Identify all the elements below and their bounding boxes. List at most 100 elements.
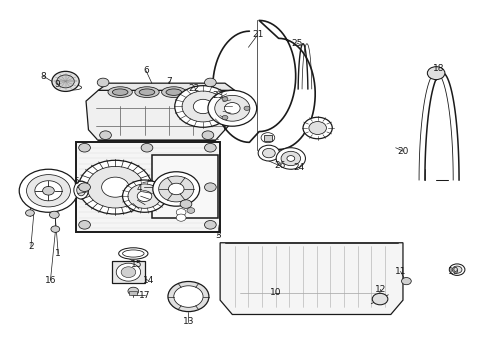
Circle shape [122,180,166,212]
Text: 19: 19 [447,267,459,276]
Ellipse shape [165,89,181,95]
Circle shape [204,183,216,192]
Bar [152,155,217,218]
Text: 5: 5 [73,177,79,186]
Circle shape [182,91,224,122]
Circle shape [276,148,305,169]
Circle shape [222,97,227,101]
Circle shape [258,145,279,161]
Ellipse shape [108,87,132,98]
Circle shape [173,286,203,307]
Circle shape [303,117,331,139]
Circle shape [202,131,213,139]
Circle shape [25,210,34,216]
Text: 18: 18 [432,64,444,73]
Circle shape [141,143,153,152]
Circle shape [79,221,90,229]
Text: 23: 23 [212,91,223,100]
Text: 11: 11 [394,267,406,276]
Text: 15: 15 [131,260,142,269]
Circle shape [261,133,274,143]
Bar [129,291,137,296]
Bar [112,261,145,283]
Circle shape [102,177,129,197]
Circle shape [224,103,240,114]
Bar [76,142,220,232]
Circle shape [153,172,199,206]
Circle shape [451,266,461,273]
Polygon shape [224,90,234,130]
Circle shape [262,148,275,158]
Text: 16: 16 [44,276,56,285]
Text: 13: 13 [183,317,194,326]
Circle shape [427,67,444,80]
Circle shape [281,151,300,166]
Circle shape [100,131,111,139]
Circle shape [97,78,109,87]
Circle shape [371,293,387,305]
Ellipse shape [139,89,155,95]
Text: 9: 9 [55,81,61,90]
Circle shape [79,143,90,152]
Circle shape [244,106,249,111]
Circle shape [308,122,326,134]
Circle shape [128,287,139,295]
Text: 24: 24 [292,163,304,172]
Text: 1: 1 [55,249,61,258]
Circle shape [158,176,193,202]
Circle shape [26,175,70,207]
Text: 22: 22 [188,84,199,93]
Text: 26: 26 [273,161,285,170]
Text: 2: 2 [28,242,34,251]
Circle shape [204,78,216,87]
Circle shape [49,211,59,219]
Text: 7: 7 [166,77,172,86]
Polygon shape [86,90,224,140]
Circle shape [286,156,294,161]
Circle shape [186,208,194,213]
Circle shape [116,263,141,281]
Circle shape [168,183,183,195]
Circle shape [176,209,185,216]
Ellipse shape [112,89,128,95]
Circle shape [42,186,54,195]
Circle shape [193,99,212,114]
Circle shape [121,267,136,278]
Polygon shape [220,243,402,315]
Text: 25: 25 [290,39,302,48]
Ellipse shape [74,181,88,199]
Circle shape [176,214,185,221]
Polygon shape [98,83,234,90]
Circle shape [204,221,216,229]
Ellipse shape [122,250,144,257]
Circle shape [174,86,231,127]
Circle shape [180,200,191,208]
Ellipse shape [188,87,212,98]
Circle shape [222,116,227,120]
Text: 8: 8 [40,72,46,81]
Circle shape [79,183,90,192]
Circle shape [128,184,161,208]
Text: 10: 10 [269,288,281,297]
Text: 21: 21 [251,30,263,39]
Circle shape [448,264,464,275]
Text: 4: 4 [137,184,142,193]
Circle shape [51,226,60,232]
Ellipse shape [64,85,81,90]
Circle shape [204,143,216,152]
Circle shape [35,181,62,201]
Circle shape [52,71,79,91]
Ellipse shape [161,87,185,98]
Ellipse shape [119,248,148,259]
Text: 6: 6 [143,66,148,75]
Text: 20: 20 [397,147,408,156]
Circle shape [87,166,143,208]
Ellipse shape [192,89,208,95]
Text: 17: 17 [139,291,150,300]
Ellipse shape [77,184,85,196]
Ellipse shape [135,87,159,98]
Circle shape [401,278,410,285]
Circle shape [167,282,208,312]
Circle shape [214,95,249,121]
Circle shape [207,90,256,126]
